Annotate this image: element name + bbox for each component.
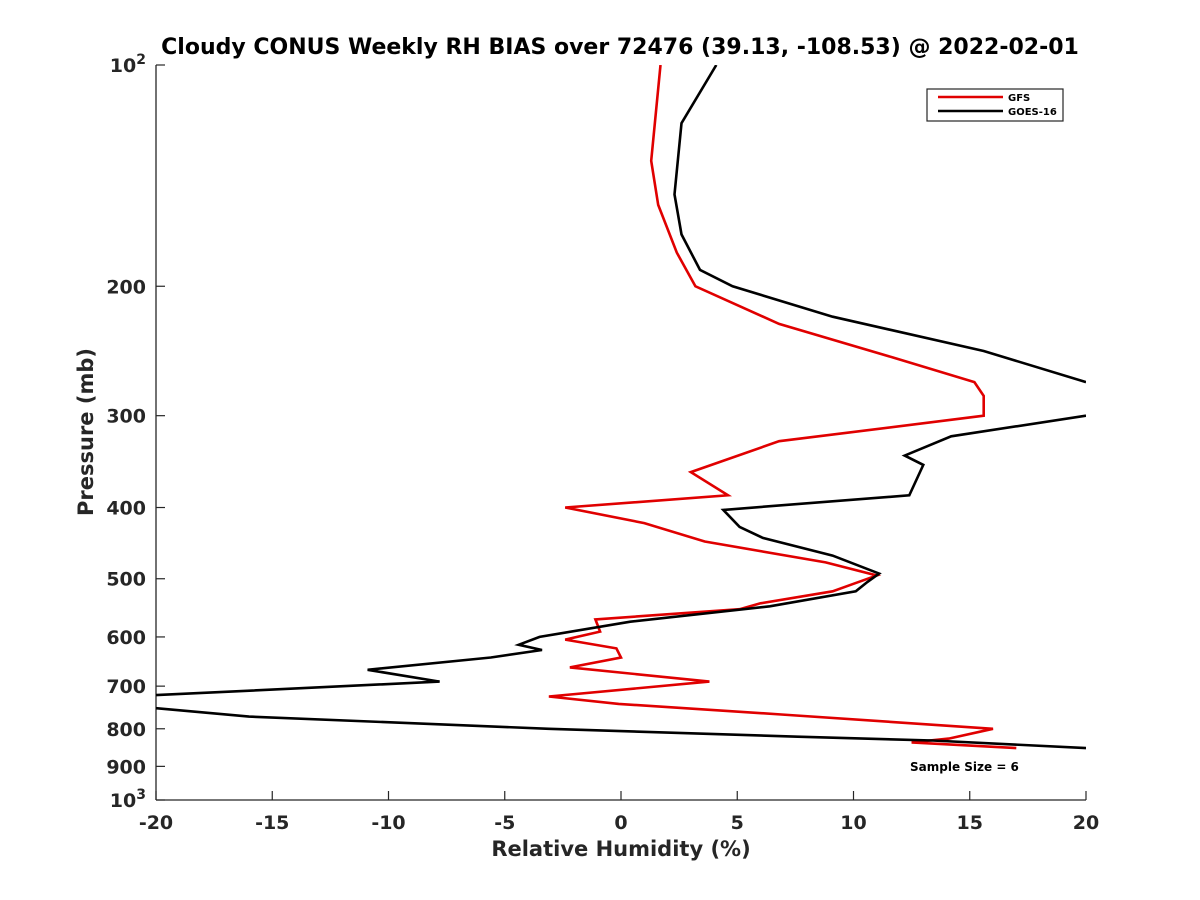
y-axis-label: Pressure (mb) [74,348,98,516]
x-tick-label: 10 [840,812,866,834]
y-tick-label: 300 [106,406,146,428]
series-line-gfs [548,65,1017,750]
chart-title: Cloudy CONUS Weekly RH BIAS over 72476 (… [161,35,1079,60]
legend-label-goes16: GOES-16 [1008,107,1057,118]
y-tick-label: 600 [106,627,146,649]
series-line-goes-16 [156,65,1086,750]
x-tick-label: 5 [731,812,744,834]
x-tick-label: 0 [614,812,627,834]
y-axis-ticks: 102 200 300 400 500 600 700 800 900 103 [106,52,165,812]
y-tick-label: 103 [110,787,146,812]
x-tick-label: 15 [957,812,983,834]
x-tick-label: -15 [255,812,289,834]
x-axis-ticks: -20 -15 -10 -5 0 5 10 15 20 [139,791,1099,834]
legend-label-gfs: GFS [1008,93,1030,104]
y-tick-label: 900 [106,756,146,778]
y-tick-label: 500 [106,569,146,591]
y-tick-label: 700 [106,676,146,698]
legend: GFS GOES-16 [926,88,1064,122]
y-tick-label: 800 [106,719,146,741]
legend-box [926,88,1064,122]
y-tick-label: 200 [106,276,146,298]
x-tick-label: -20 [139,812,173,834]
x-axis-label: Relative Humidity (%) [491,837,750,861]
y-tick-label: 400 [106,498,146,520]
y-tick-label: 102 [110,52,146,77]
series-layer [156,65,1086,750]
sample-size-annotation: Sample Size = 6 [910,760,1019,774]
x-tick-label: 20 [1073,812,1099,834]
x-tick-label: -5 [494,812,515,834]
x-tick-label: -10 [371,812,405,834]
